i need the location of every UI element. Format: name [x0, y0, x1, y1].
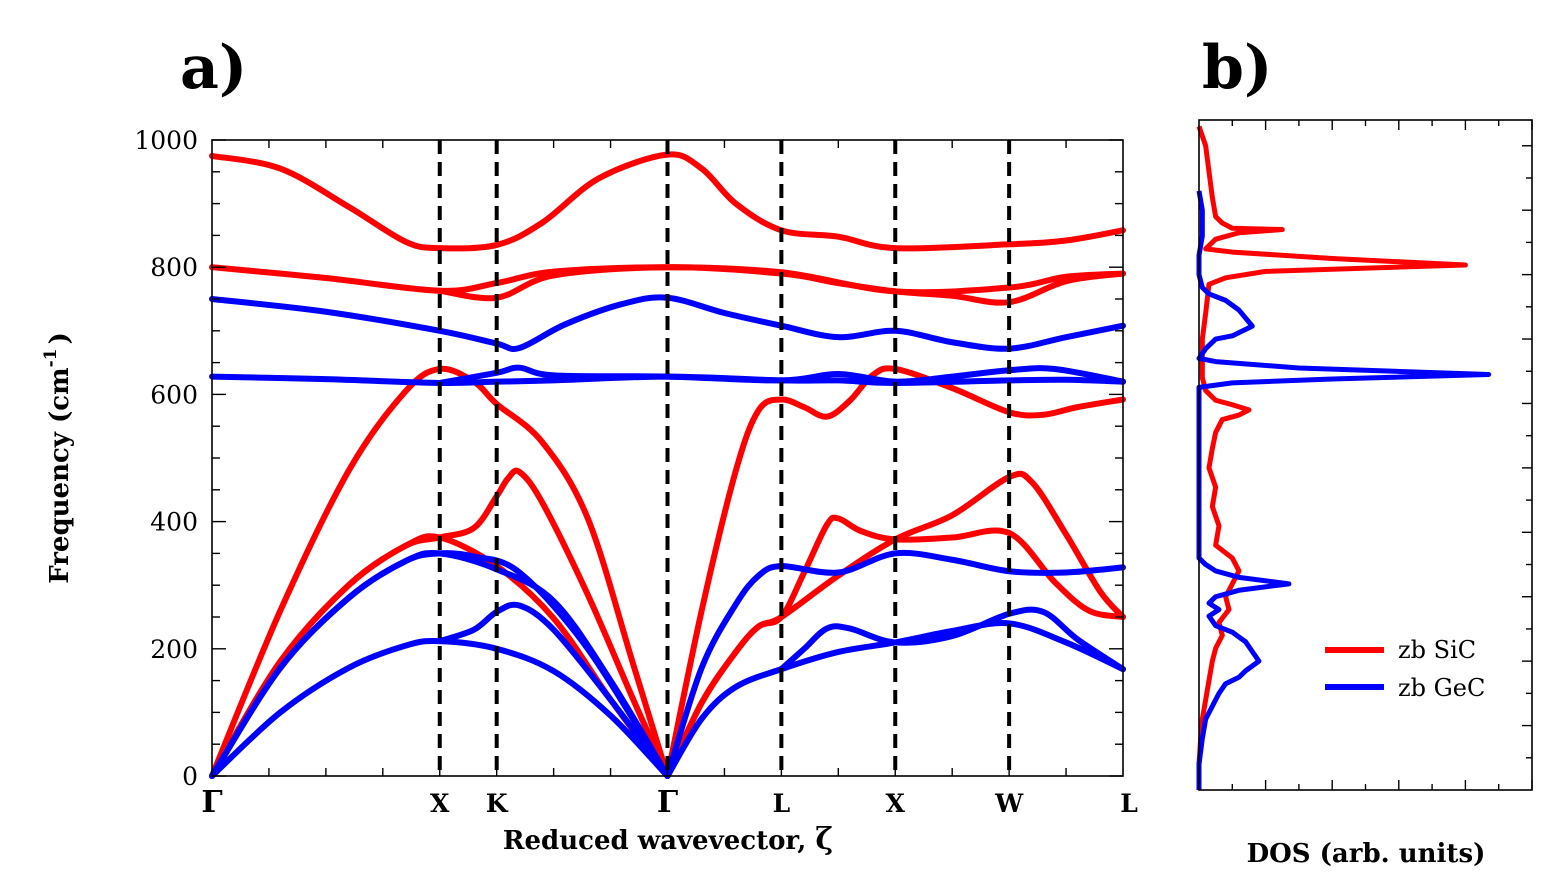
dos-x-axis-title: DOS (arb. units) [1247, 839, 1486, 869]
dispersion-branch-gec-0 [209, 294, 1126, 353]
kpoint-label-6: W [994, 789, 1024, 818]
y-tick-label-5: 1000 [134, 126, 198, 155]
y-axis-title-superscript: -1 [41, 349, 61, 368]
dos-curve-sic [1196, 125, 1468, 790]
dispersion-branch-gec-7 [664, 549, 1126, 779]
dispersion-panel: 0 200 400 600 800 1000 Γ X K Γ L X W L Reduced wavev… [41, 126, 1138, 857]
dos-series-group [1196, 125, 1492, 790]
dispersion-branch-gec-2 [436, 364, 1126, 386]
dispersion-x-axis-title: Reduced wavevector, ζ [503, 822, 833, 857]
legend-label-gec: zb GeC [1398, 674, 1485, 702]
dispersion-y-axis-title: Frequency (cm-1) [41, 332, 75, 584]
kpoint-label-3: Γ [657, 785, 678, 820]
dispersion-series-group [209, 151, 1126, 779]
legend-label-sic: zb SiC [1398, 636, 1476, 664]
dispersion-branch-gec-8 [664, 620, 1126, 779]
legend: zb SiC zb GeC [1325, 636, 1485, 702]
y-axis-title-close: ) [45, 332, 75, 344]
kpoint-lines [437, 140, 1012, 776]
y-axis-title-text: Frequency (cm [45, 367, 75, 583]
kpoint-label-0: Γ [201, 785, 222, 820]
dispersion-y-ticks: 0 200 400 600 800 1000 [134, 126, 1123, 791]
dispersion-branch-gec-6 [436, 601, 671, 779]
panel-b-label: b) [1202, 33, 1272, 103]
kpoint-label-5: X [886, 789, 906, 818]
kpoint-label-1: X [430, 789, 450, 818]
dispersion-branch-gec-4 [209, 550, 671, 779]
x-axis-title-zeta: ζ [815, 822, 833, 857]
dispersion-branch-gec-9 [778, 606, 1126, 673]
y-tick-label-2: 400 [150, 508, 198, 537]
dos-panel: DOS (arb. units) zb SiC zb GeC [1196, 119, 1533, 869]
dispersion-branch-sic-6 [664, 365, 1126, 779]
kpoint-label-4: L [773, 789, 791, 818]
dos-curve-gec [1196, 190, 1492, 790]
dispersion-branch-sic-0 [209, 151, 1126, 252]
y-tick-label-4: 800 [150, 253, 198, 282]
x-axis-title-text: Reduced wavevector, [503, 826, 815, 856]
dispersion-branch-sic-2 [436, 264, 1126, 306]
y-tick-label-0: 0 [182, 762, 198, 791]
kpoint-label-7: L [1120, 789, 1138, 818]
panel-a-label: a) [180, 33, 247, 103]
dos-ticks [1231, 120, 1533, 790]
y-tick-label-1: 200 [150, 635, 198, 664]
y-tick-label-3: 600 [150, 380, 198, 409]
dispersion-x-ticks [268, 140, 1067, 776]
kpoint-label-2: K [486, 789, 509, 818]
